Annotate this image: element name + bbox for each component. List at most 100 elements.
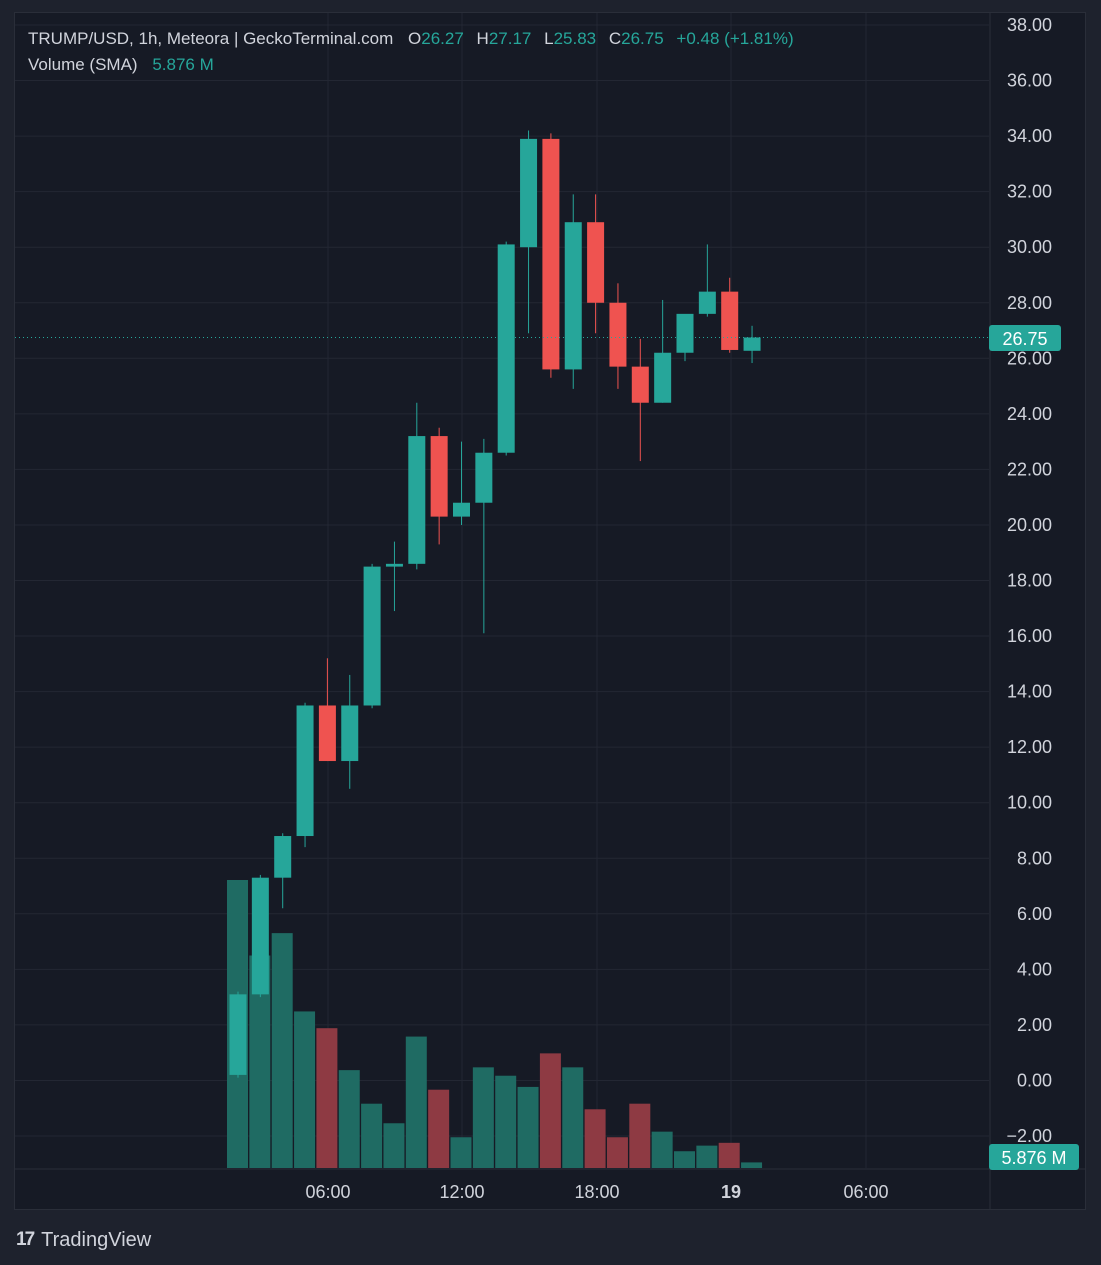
open-label: O	[408, 29, 422, 48]
high-label: H	[476, 29, 489, 48]
volume-bars	[227, 880, 763, 1168]
y-tick-label: 10.00	[1007, 793, 1052, 813]
low-value: 25.83	[553, 29, 597, 48]
y-tick-label: 16.00	[1007, 626, 1052, 646]
candle-body	[698, 291, 716, 314]
candle-body	[520, 138, 538, 248]
candle-body	[385, 563, 403, 567]
candle-body	[564, 222, 582, 370]
candle-body	[654, 352, 672, 403]
volume-bar	[316, 1028, 338, 1168]
last-price-tag-bg	[989, 325, 1061, 351]
high-value: 27.17	[488, 29, 532, 48]
tradingview-wordmark: TradingView	[41, 1228, 152, 1251]
y-tick-label: 28.00	[1007, 293, 1052, 313]
y-tick-label: 24.00	[1007, 404, 1052, 424]
volume-bar	[629, 1103, 651, 1168]
x-tick-label: 06:00	[305, 1182, 350, 1202]
y-tick-label: 34.00	[1007, 126, 1052, 146]
volume-bar	[674, 1151, 695, 1168]
change-value: +0.48 (+1.81%)	[676, 29, 794, 48]
last-volume-tag-text: 5.876 M	[1001, 1148, 1066, 1168]
volume-value: 5.876 M	[152, 55, 214, 74]
tradingview-logo-icon: 17	[16, 1229, 35, 1250]
open-value: 26.27	[421, 29, 464, 48]
symbol-title[interactable]: TRUMP/USD, 1h, Meteora | GeckoTerminal.c…	[28, 29, 394, 48]
close-value: 26.75	[621, 29, 664, 48]
legend-volume: Volume (SMA) 5.876 M	[28, 55, 214, 75]
y-tick-label: 32.00	[1007, 182, 1052, 202]
tradingview-branding[interactable]: 17 TradingView	[16, 1228, 151, 1252]
volume-bar	[338, 1070, 360, 1168]
candle-body	[251, 877, 269, 995]
y-tick-label: 14.00	[1007, 682, 1052, 702]
grid	[15, 13, 989, 1168]
x-tick-label: 18:00	[574, 1182, 619, 1202]
candle-body	[587, 222, 605, 303]
candle-body	[497, 244, 515, 453]
candle-body	[274, 836, 292, 878]
y-tick-label: −2.00	[1006, 1126, 1052, 1146]
y-tick-label: 12.00	[1007, 737, 1052, 757]
y-tick-label: 38.00	[1007, 15, 1052, 35]
candle-body	[743, 337, 761, 351]
volume-bar	[249, 955, 271, 1168]
y-tick-label: 2.00	[1017, 1015, 1052, 1035]
legend-ohlc: TRUMP/USD, 1h, Meteora | GeckoTerminal.c…	[28, 29, 794, 49]
candle-body	[363, 566, 381, 706]
volume-bar	[517, 1086, 539, 1168]
volume-bar	[539, 1053, 561, 1168]
y-tick-label: 26.00	[1007, 348, 1052, 368]
volume-bar	[651, 1131, 673, 1168]
volume-bar	[271, 933, 293, 1168]
candle-body	[229, 994, 247, 1075]
y-tick-label: 22.00	[1007, 459, 1052, 479]
candle-body	[408, 436, 426, 564]
candle-body	[542, 138, 560, 370]
candle-body	[631, 366, 649, 403]
volume-bar	[495, 1075, 517, 1168]
volume-bar	[428, 1089, 450, 1168]
candles	[229, 130, 761, 1078]
candle-body	[453, 502, 470, 517]
candle-body	[430, 436, 448, 517]
volume-bar	[606, 1137, 628, 1168]
y-tick-label: 0.00	[1017, 1070, 1052, 1090]
volume-bar	[562, 1067, 584, 1168]
volume-bar	[584, 1109, 606, 1168]
volume-bar	[383, 1123, 405, 1168]
candle-body	[341, 705, 359, 762]
volume-bar	[361, 1103, 383, 1168]
candle-body	[721, 291, 739, 350]
volume-bar	[405, 1036, 427, 1168]
volume-bar	[741, 1162, 763, 1168]
candle-body	[609, 302, 627, 367]
y-tick-label: 18.00	[1007, 571, 1052, 591]
y-tick-label: 36.00	[1007, 71, 1052, 91]
x-tick-label: 06:00	[843, 1182, 888, 1202]
y-tick-label: 8.00	[1017, 848, 1052, 868]
last-volume-tag: 5.876 M	[989, 1144, 1079, 1170]
volume-bar	[696, 1145, 718, 1168]
last-price-tag: 26.75	[989, 325, 1061, 351]
y-tick-label: 30.00	[1007, 237, 1052, 257]
candle-body	[676, 313, 694, 353]
price-axis[interactable]: −2.00 0.00 2.00 4.00 6.00 8.00 10.00 12.00 14.00…	[1006, 15, 1052, 1146]
volume-label[interactable]: Volume (SMA)	[28, 55, 138, 74]
y-tick-label: 20.00	[1007, 515, 1052, 535]
x-tick-label: 12:00	[439, 1182, 484, 1202]
volume-bar	[294, 1011, 316, 1168]
last-price-tag-text: 26.75	[1002, 329, 1047, 349]
time-axis[interactable]: 06:00 12:00 18:00 19 06:00	[305, 1182, 888, 1202]
volume-bar	[472, 1067, 494, 1168]
candle-body	[296, 705, 314, 837]
last-volume-tag-bg	[989, 1144, 1079, 1170]
y-tick-label: 4.00	[1017, 959, 1052, 979]
y-tick-label: 6.00	[1017, 904, 1052, 924]
low-label: L	[544, 29, 554, 48]
close-label: C	[608, 29, 622, 48]
candle-body	[318, 705, 336, 762]
volume-bar	[450, 1137, 472, 1168]
candle-body	[475, 452, 493, 503]
